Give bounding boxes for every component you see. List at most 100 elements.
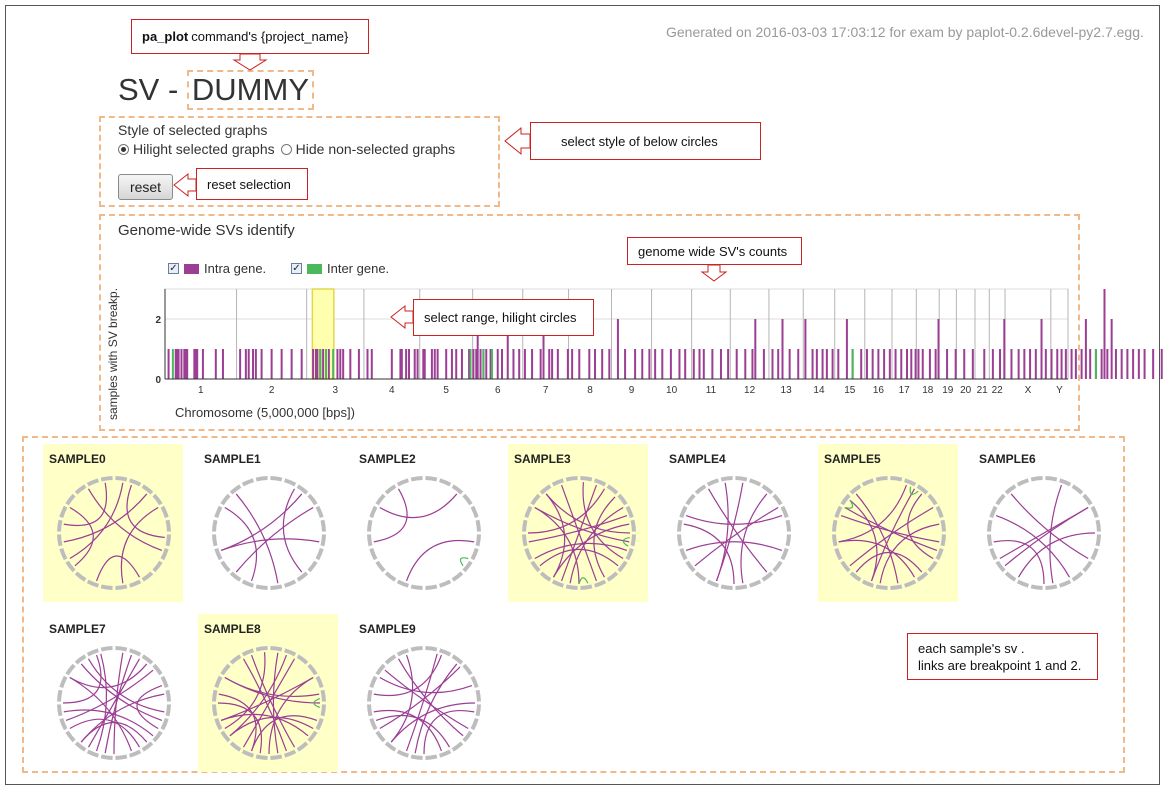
ring-segment — [212, 519, 218, 532]
sample-circle[interactable] — [51, 470, 177, 596]
ring-segment — [749, 579, 762, 588]
ring-segment — [594, 579, 607, 588]
chromosome-ring — [832, 476, 946, 590]
sv-link-intra — [87, 488, 163, 552]
sv-link-intra — [373, 654, 443, 697]
sv-link-intra — [272, 652, 279, 754]
x-axis-label: Chromosome (5,000,000 [bps]) — [175, 405, 355, 420]
ring-segment — [229, 654, 242, 665]
ring-segment — [74, 741, 87, 752]
sv-link-intra — [224, 506, 258, 582]
sample-circle[interactable] — [671, 470, 797, 596]
callout-samples-line1: each sample's sv . — [918, 640, 1025, 656]
ring-segment — [320, 534, 326, 547]
callout-range-text: select range, hilight circles — [424, 310, 577, 325]
ring-segment — [59, 718, 68, 731]
ring-segment — [677, 534, 683, 547]
sv-link-intra — [694, 506, 779, 567]
ring-segment — [677, 519, 683, 532]
sample-circle[interactable] — [361, 470, 487, 596]
sv-link-intra — [907, 493, 934, 560]
sample-circle[interactable] — [981, 470, 1107, 596]
style-options: Hilight selected graphs Hide non-selecte… — [118, 141, 455, 157]
ring-segment — [470, 548, 479, 561]
sample-circle[interactable] — [206, 640, 332, 766]
sv-link-intra — [423, 710, 475, 755]
ring-segment — [367, 534, 373, 547]
hilight-radio[interactable] — [118, 143, 129, 155]
inter-checkbox[interactable]: ✓ — [291, 263, 302, 274]
sample-circle[interactable] — [826, 470, 952, 596]
intra-checkbox[interactable]: ✓ — [168, 263, 179, 274]
title-prefix: SV - — [118, 72, 187, 107]
sv-link-inter — [578, 577, 589, 585]
sample-2[interactable]: SAMPLE2 — [353, 444, 493, 602]
ring-segment — [539, 571, 552, 582]
sv-link-intra — [405, 539, 475, 582]
intra-swatch — [184, 263, 199, 274]
ring-segment — [296, 654, 309, 665]
sample-6[interactable]: SAMPLE6 — [973, 444, 1113, 602]
sample-circle[interactable] — [361, 640, 487, 766]
sv-link-intra — [379, 493, 458, 519]
hide-option-label[interactable]: Hide non-selected graphs — [295, 141, 456, 157]
sv-link-intra — [282, 488, 303, 573]
ring-segment — [384, 571, 397, 582]
ring-segment — [1082, 493, 1093, 506]
ring-segment — [530, 493, 541, 506]
sample-circle[interactable] — [206, 470, 332, 596]
ring-segment — [580, 584, 593, 590]
ring-segment — [916, 571, 929, 582]
ring-segment — [307, 663, 318, 676]
sample-5[interactable]: SAMPLE5 — [818, 444, 958, 602]
sv-link-intra — [126, 484, 165, 539]
sample-8[interactable]: SAMPLE8 — [198, 614, 338, 772]
sample-4[interactable]: SAMPLE4 — [663, 444, 803, 602]
sample-0[interactable]: SAMPLE0 — [43, 444, 183, 602]
sample-3[interactable]: SAMPLE3 — [508, 444, 648, 602]
sv-link-intra — [375, 714, 451, 748]
chromosome-ring — [987, 476, 1101, 590]
hide-radio[interactable] — [280, 143, 292, 155]
sample-circle[interactable] — [51, 640, 177, 766]
sv-link-intra — [113, 652, 124, 755]
ring-segment — [927, 493, 938, 506]
ring-segment — [565, 584, 578, 590]
sv-link-intra — [235, 493, 279, 584]
ring-segment — [706, 579, 719, 588]
sv-link-intra — [80, 663, 163, 722]
ring-segment — [214, 675, 223, 688]
sample-name: SAMPLE1 — [204, 452, 261, 466]
sample-name: SAMPLE7 — [49, 622, 106, 636]
generated-info: Generated on 2016-03-03 17:03:12 for exa… — [666, 24, 1144, 40]
ring-segment — [462, 663, 473, 676]
sv-link-intra — [220, 676, 314, 722]
style-panel-label: Style of selected graphs — [118, 122, 268, 138]
sample-1[interactable]: SAMPLE1 — [198, 444, 338, 602]
sv-link-intra — [1049, 484, 1063, 584]
ring-segment — [995, 560, 1006, 573]
ring-segment — [625, 505, 634, 518]
sample-9[interactable]: SAMPLE9 — [353, 614, 493, 772]
genome-panel-title: Genome-wide SVs identify — [118, 222, 295, 239]
ring-segment — [57, 519, 63, 532]
ring-segment — [861, 478, 874, 487]
sv-link-intra — [534, 506, 580, 585]
reset-button[interactable]: reset — [118, 174, 173, 200]
ring-segment — [439, 478, 452, 487]
callout-reset: reset selection — [196, 168, 308, 200]
sv-link-intra — [840, 514, 940, 543]
sample-circle[interactable] — [516, 470, 642, 596]
ring-segment — [840, 493, 851, 506]
sv-link-intra — [849, 499, 878, 582]
sv-link-intra — [582, 482, 624, 560]
sv-link-intra — [390, 654, 414, 743]
ring-segment — [1016, 478, 1029, 487]
ring-segment — [761, 571, 774, 582]
ring-segment — [720, 476, 733, 482]
ring-segment — [229, 741, 242, 752]
intra-legend-label: Intra gene. — [204, 261, 267, 276]
sample-7[interactable]: SAMPLE7 — [43, 614, 183, 772]
ring-segment — [375, 663, 386, 676]
hilight-option-label[interactable]: Hilight selected graphs — [133, 141, 275, 157]
